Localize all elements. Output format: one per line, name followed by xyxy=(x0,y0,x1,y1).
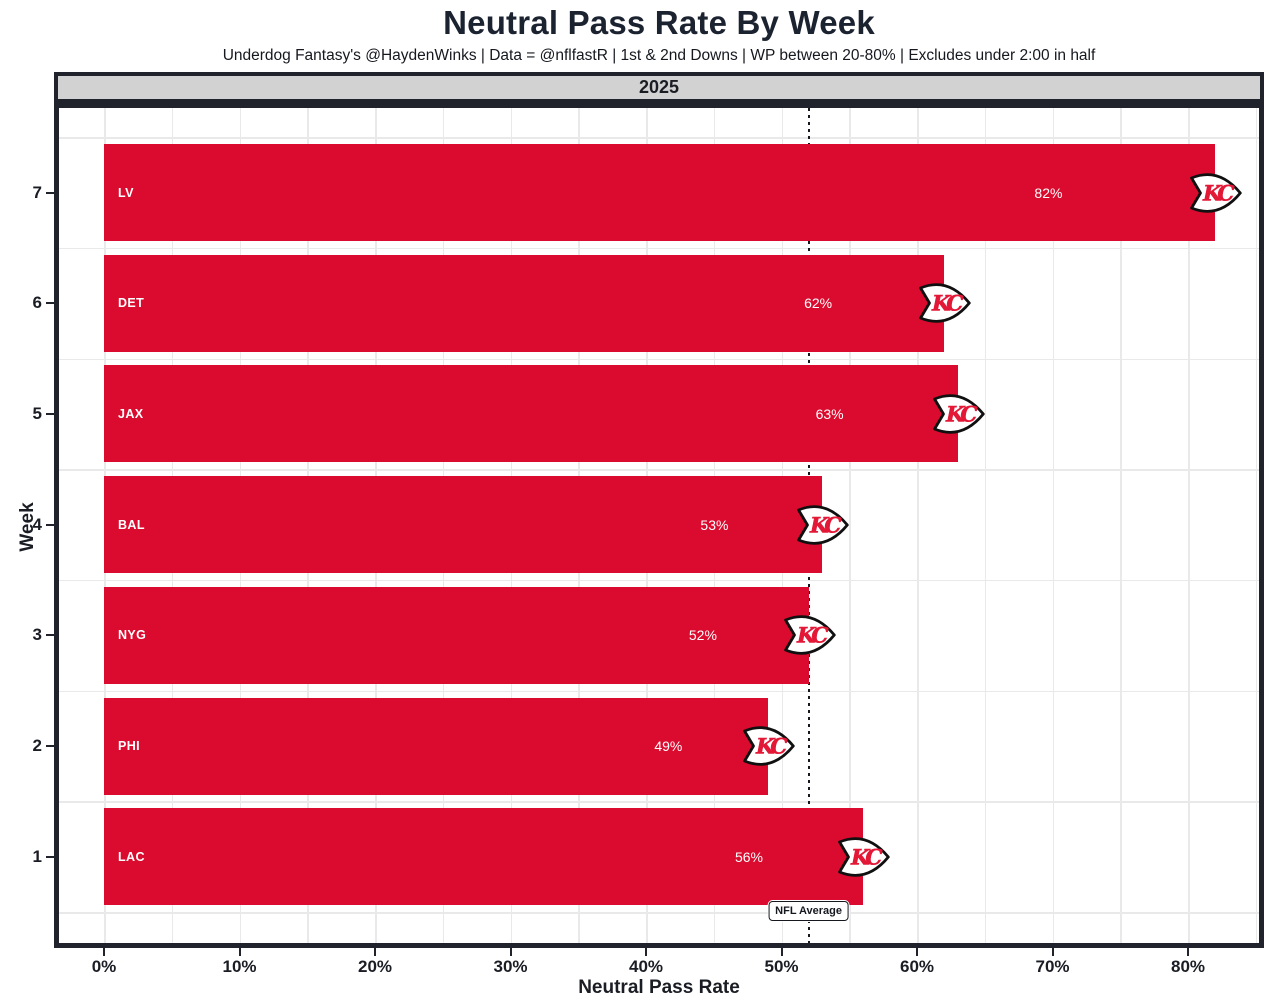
y-axis-tick-label: 7 xyxy=(32,182,42,202)
svg-text:KC: KC xyxy=(945,402,977,427)
nfl-average-badge: NFL Average xyxy=(768,901,850,921)
x-axis-title: Neutral Pass Rate xyxy=(578,977,740,998)
svg-text:KC: KC xyxy=(755,735,787,760)
x-axis-tick-label: 70% xyxy=(1035,957,1070,976)
x-axis-tick xyxy=(916,948,918,956)
bar-week-2 xyxy=(104,697,768,795)
bar-value-label: 49% xyxy=(654,738,683,754)
bar-opponent-label: NYG xyxy=(118,628,147,643)
x-axis-tick-label: 80% xyxy=(1170,957,1206,976)
x-axis-tick xyxy=(1051,948,1054,956)
y-axis-tick xyxy=(46,302,54,305)
vertical-gridline xyxy=(1052,108,1054,943)
bar-opponent-label: PHI xyxy=(118,739,141,753)
bar-opponent-label: LV xyxy=(118,185,134,200)
svg-text:KC: KC xyxy=(809,513,841,538)
x-axis-tick-label: 60% xyxy=(899,957,935,976)
bar-value-label: 62% xyxy=(804,295,833,312)
bar-opponent-label: DET xyxy=(118,296,145,311)
bar-week-7 xyxy=(104,144,1216,241)
x-axis-tick-label: 40% xyxy=(628,957,664,976)
horizontal-gridline xyxy=(59,358,1259,361)
x-axis-tick xyxy=(1187,948,1189,956)
x-axis-tick-label: 20% xyxy=(357,957,393,976)
horizontal-gridline xyxy=(59,579,1259,582)
bar-week-3 xyxy=(104,586,809,684)
chiefs-logo-icon: KC xyxy=(792,499,852,551)
y-axis-tick-label: 4 xyxy=(32,514,42,534)
vertical-gridline xyxy=(1188,108,1190,943)
chiefs-logo-icon: KC xyxy=(928,388,988,440)
y-axis-tick xyxy=(46,412,54,415)
x-axis-tick-label: 30% xyxy=(493,957,528,976)
y-axis-tick xyxy=(46,634,54,637)
bar-week-6 xyxy=(104,254,945,352)
horizontal-gridline xyxy=(59,912,1259,914)
x-axis-tick xyxy=(374,948,376,956)
horizontal-gridline xyxy=(59,801,1259,803)
x-axis-tick xyxy=(509,948,512,956)
vertical-gridline xyxy=(984,108,987,943)
x-axis-tick xyxy=(645,948,647,956)
chiefs-logo-icon: KC xyxy=(738,720,798,772)
vertical-gridline xyxy=(1120,108,1122,943)
bar-week-1 xyxy=(104,808,863,906)
horizontal-gridline xyxy=(59,137,1259,139)
facet-year-label: 2025 xyxy=(638,77,680,97)
y-axis-tick-label: 1 xyxy=(32,846,42,866)
y-axis-tick-label: 3 xyxy=(32,625,42,645)
chiefs-logo-icon: KC xyxy=(914,277,974,329)
horizontal-gridline xyxy=(59,247,1259,250)
vertical-gridline xyxy=(1255,108,1258,943)
bar-value-label: 63% xyxy=(815,405,844,422)
y-axis-tick-label: 2 xyxy=(32,736,42,755)
horizontal-gridline xyxy=(59,469,1259,471)
chart-title: Neutral Pass Rate By Week xyxy=(443,4,875,41)
bar-value-label: 56% xyxy=(734,848,763,865)
svg-text:KC: KC xyxy=(850,845,882,870)
y-axis-tick xyxy=(46,855,54,858)
facet-strip: 2025 xyxy=(54,72,1264,103)
bar-week-5 xyxy=(104,365,958,463)
horizontal-gridline xyxy=(59,690,1259,693)
x-axis-tick-label: 10% xyxy=(222,957,257,976)
y-axis-tick xyxy=(46,191,54,194)
y-axis-tick-label: 6 xyxy=(32,293,42,313)
vertical-gridline xyxy=(917,108,919,943)
chiefs-logo-icon: KC xyxy=(833,831,893,883)
bar-week-4 xyxy=(104,476,823,574)
x-axis-tick-label: 0% xyxy=(91,957,117,976)
bar-opponent-label: BAL xyxy=(118,517,145,532)
x-axis-tick xyxy=(103,948,105,956)
vertical-gridline xyxy=(849,108,851,943)
x-axis-tick xyxy=(780,948,783,956)
plot-panel: LV 82% KC DET 62% KC JAX 63% KC BAL 53% KC NYG 52% KC P… xyxy=(54,103,1264,948)
y-axis-tick xyxy=(46,745,54,747)
x-axis-tick xyxy=(238,948,241,956)
svg-text:KC: KC xyxy=(1202,181,1234,206)
svg-text:KC: KC xyxy=(931,292,963,317)
chiefs-logo-icon: KC xyxy=(779,609,839,661)
bar-value-label: 52% xyxy=(688,627,717,644)
bar-opponent-label: JAX xyxy=(118,406,144,421)
x-axis-tick-label: 50% xyxy=(764,957,799,976)
svg-text:KC: KC xyxy=(796,624,828,649)
bar-value-label: 82% xyxy=(1034,184,1063,201)
y-axis-tick-label: 5 xyxy=(32,403,42,423)
y-axis-tick xyxy=(46,523,54,526)
chart-subtitle: Underdog Fantasy's @HaydenWinks | Data =… xyxy=(222,47,1096,64)
bar-value-label: 53% xyxy=(700,516,729,533)
chiefs-logo-icon: KC xyxy=(1185,167,1245,219)
bar-opponent-label: LAC xyxy=(118,849,145,864)
